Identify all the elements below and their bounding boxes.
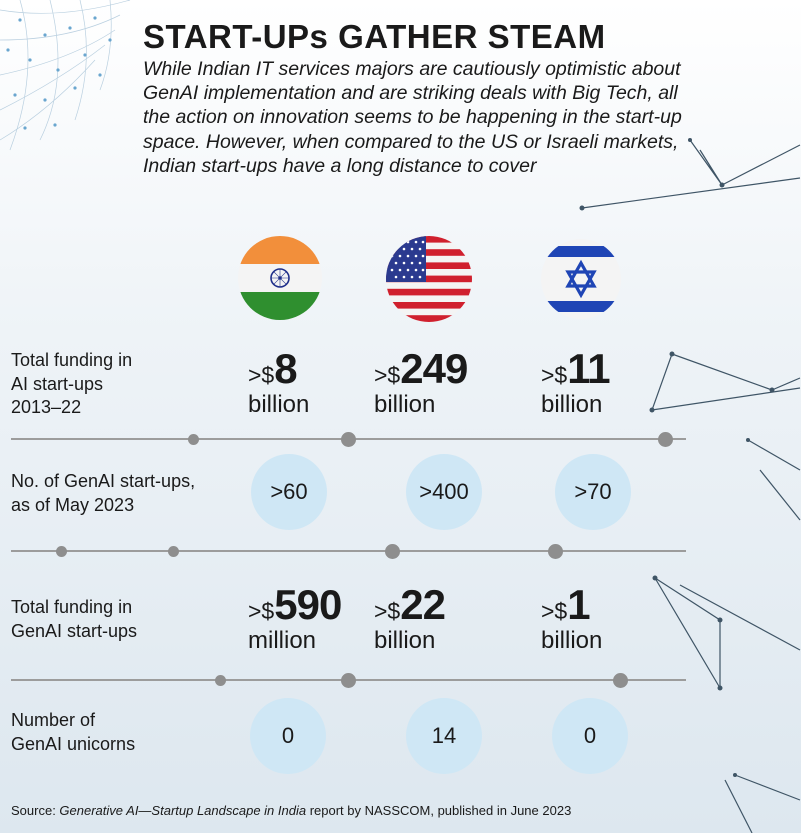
- intro-text: While Indian IT services majors are caut…: [143, 58, 682, 177]
- israel-flag-icon: [541, 239, 621, 319]
- israel-ai-funding: >$11 billion: [541, 345, 611, 418]
- usa-ai-funding: >$249 billion: [374, 345, 468, 418]
- divider-dot: [215, 675, 226, 686]
- usa-genai-startups: >400: [406, 454, 482, 530]
- divider-dot: [385, 544, 400, 559]
- divider-dot: [341, 673, 356, 688]
- usa-genai-funding: >$22 billion: [374, 581, 446, 654]
- israel-genai-funding: >$1 billion: [541, 581, 603, 654]
- israel-genai-startups: >70: [555, 454, 631, 530]
- india-genai-unicorns: 0: [250, 698, 326, 774]
- india-genai-startups: >60: [251, 454, 327, 530]
- row-label-genai-startups: No. of GenAI start-ups, as of May 2023: [11, 471, 196, 515]
- usa-flag-icon: [386, 236, 472, 322]
- row-label-ai-funding: Total funding in AI start-ups 2013–22: [11, 350, 133, 417]
- source-note: Source: Generative AI—Startup Landscape …: [11, 803, 572, 818]
- israel-genai-unicorns: 0: [552, 698, 628, 774]
- usa-genai-unicorns: 14: [406, 698, 482, 774]
- divider-line: [11, 550, 686, 552]
- divider-dot: [658, 432, 673, 447]
- page-title: START-UPs GATHER STEAM: [143, 18, 606, 55]
- india-ai-funding: >$8 billion: [248, 345, 310, 418]
- india-flag-icon: [238, 236, 322, 320]
- source-report-title: Generative AI—Startup Landscape in India: [59, 803, 307, 818]
- row-label-genai-funding: Total funding in GenAI start-ups: [11, 597, 138, 641]
- divider-dot: [188, 434, 199, 445]
- divider-dot: [613, 673, 628, 688]
- row-label-genai-unicorns: Number of GenAI unicorns: [11, 710, 136, 754]
- divider-dot: [341, 432, 356, 447]
- india-genai-funding: >$590 million: [248, 581, 342, 654]
- divider-dot: [168, 546, 179, 557]
- divider-dot: [56, 546, 67, 557]
- divider-dot: [548, 544, 563, 559]
